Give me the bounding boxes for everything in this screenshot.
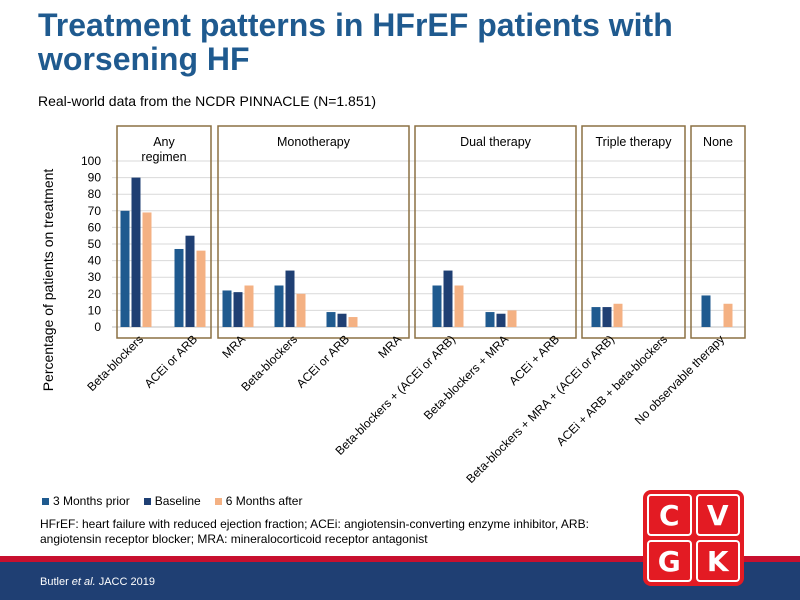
citation-journal: JACC 2019: [95, 576, 155, 588]
x-tick-label: MRA: [219, 332, 248, 361]
bar: [142, 212, 152, 327]
bar: [613, 303, 623, 327]
legend-label-after: 6 Months after: [225, 494, 303, 508]
bar: [602, 307, 612, 327]
group-label: Monotherapy: [277, 135, 351, 149]
bar: [723, 303, 733, 327]
legend-label-prior: 3 Months prior: [53, 494, 130, 508]
group-frame: [414, 125, 577, 339]
bar: [296, 293, 306, 327]
bar-chart: 0 10 20 30 40 50 60 70 80 90 100 Percentage of pati…: [40, 125, 746, 486]
logo-letter-g: G: [647, 540, 692, 582]
group-label: regimen: [141, 150, 186, 164]
bar: [285, 270, 295, 327]
y-tick-label: 70: [88, 204, 102, 218]
legend-swatch-after: [214, 497, 222, 505]
bar: [443, 270, 453, 327]
chart-legend: 3 Months prior Baseline 6 Months after: [42, 494, 302, 508]
cvgk-logo: C V G K: [643, 490, 744, 586]
bar: [432, 285, 442, 327]
x-tick-label: Beta-blockers: [84, 332, 146, 394]
bar: [496, 313, 506, 327]
y-tick-label: 30: [88, 270, 102, 284]
citation: Butler et al. JACC 2019: [40, 576, 155, 588]
bar: [120, 210, 130, 327]
legend-label-baseline: Baseline: [154, 494, 201, 508]
group-label: None: [703, 135, 733, 149]
slide-subtitle: Real-world data from the NCDR PINNACLE (…: [38, 93, 377, 109]
logo-letter-v: V: [695, 494, 740, 536]
bar: [337, 313, 347, 327]
slide-title: Treatment patterns in HFrEF patients wit…: [38, 7, 673, 77]
footer-accent-line: [0, 556, 800, 562]
group-label: Triple therapy: [596, 135, 673, 149]
legend-swatch-baseline: [143, 497, 151, 505]
bar: [591, 307, 601, 327]
y-tick-label: 90: [88, 171, 102, 185]
bar: [454, 285, 464, 327]
logo-letter-k: K: [695, 540, 740, 582]
y-tick-label: 100: [81, 154, 101, 168]
y-tick-label: 0: [94, 320, 101, 334]
y-tick-label: 50: [88, 237, 102, 251]
legend-item-prior: 3 Months prior: [42, 494, 130, 508]
bar: [326, 312, 336, 327]
bar: [348, 317, 358, 327]
x-tick-label: ACEi + ARB: [506, 332, 562, 388]
group-label: Dual therapy: [460, 135, 532, 149]
bar: [701, 295, 711, 327]
bar: [131, 177, 141, 327]
legend-item-after: 6 Months after: [214, 494, 303, 508]
y-tick-label: 40: [88, 254, 102, 268]
x-tick-label: Beta-blockers: [238, 332, 300, 394]
group-label: Any: [153, 135, 175, 149]
group-frame: [217, 125, 410, 339]
bar: [185, 235, 195, 327]
group-frame: [116, 125, 212, 339]
bar: [274, 285, 284, 327]
bar: [174, 248, 184, 327]
bar: [244, 285, 254, 327]
y-axis-label: Percentage of patients on treatment: [40, 169, 56, 392]
x-tick-label: ACEi or ARB: [294, 332, 352, 390]
x-tick-label: ACEi or ARB: [142, 332, 200, 390]
legend-swatch-prior: [42, 497, 49, 505]
citation-authors: Butler: [40, 576, 72, 588]
abbreviations-footnote: HFrEF: heart failure with reduced ejecti…: [40, 517, 589, 546]
y-tick-label: 20: [88, 287, 102, 301]
y-tick-label: 60: [88, 220, 102, 234]
y-tick-label: 10: [88, 303, 102, 317]
x-tick-label: ACEi + ARB + beta-blockers: [554, 332, 670, 448]
citation-etal: et al.: [71, 576, 96, 588]
logo-letter-c: C: [647, 494, 692, 536]
group-frame: [581, 125, 686, 339]
bar: [485, 312, 495, 327]
group-frame: [690, 125, 746, 339]
legend-item-baseline: Baseline: [143, 494, 201, 508]
y-tick-label: 80: [88, 187, 102, 201]
bar: [196, 250, 206, 327]
x-tick-label: MRA: [375, 332, 404, 361]
bar: [507, 310, 517, 327]
bar: [222, 290, 232, 327]
bar: [233, 292, 243, 327]
